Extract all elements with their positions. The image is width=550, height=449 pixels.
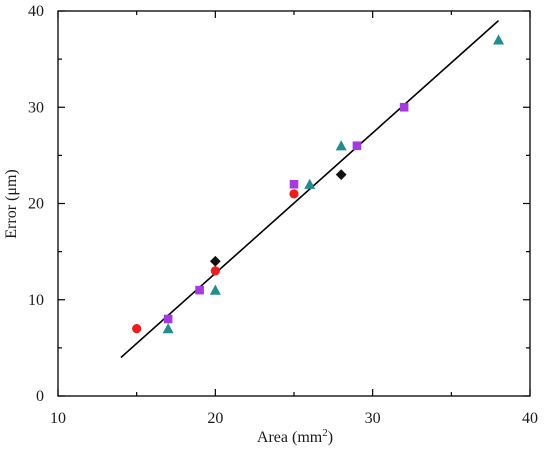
y-axis-label: Error (μm) [3, 169, 20, 238]
diamond-point [335, 169, 347, 181]
fit-line [120, 20, 500, 359]
x-axis-label-close: ) [328, 429, 333, 446]
triangle-point [162, 323, 174, 334]
circle-point [289, 189, 299, 199]
x-tick-label: 10 [50, 410, 66, 427]
square-point [352, 141, 362, 151]
x-axis-label-text: Area (mm [257, 429, 323, 446]
square-point [163, 314, 173, 324]
x-axis-label: Area (mm2) [257, 427, 333, 446]
y-tick-label: 30 [28, 99, 44, 116]
y-tick-label: 10 [28, 292, 44, 309]
circle-point [132, 324, 142, 334]
diamond-point [209, 255, 221, 267]
triangle-point [335, 140, 347, 151]
triangle-point [209, 284, 221, 295]
square-point [195, 285, 204, 295]
triangle-point [304, 178, 316, 189]
x-tick-label: 30 [365, 410, 381, 427]
square-point [399, 102, 409, 112]
square-point [289, 179, 299, 189]
triangle-point [493, 34, 505, 45]
plot-frame [57, 10, 531, 397]
x-tick-label: 40 [522, 410, 538, 427]
circle-point [210, 266, 220, 276]
x-axis-label-superscript: 2 [322, 427, 328, 439]
tick-labels: 10 20 30 40 0 10 20 30 40 [28, 3, 538, 427]
y-tick-label: 0 [36, 388, 44, 405]
x-tick-label: 20 [207, 410, 223, 427]
y-tick-label: 20 [28, 196, 44, 213]
y-tick-label: 40 [28, 3, 44, 20]
data-points [132, 34, 505, 334]
